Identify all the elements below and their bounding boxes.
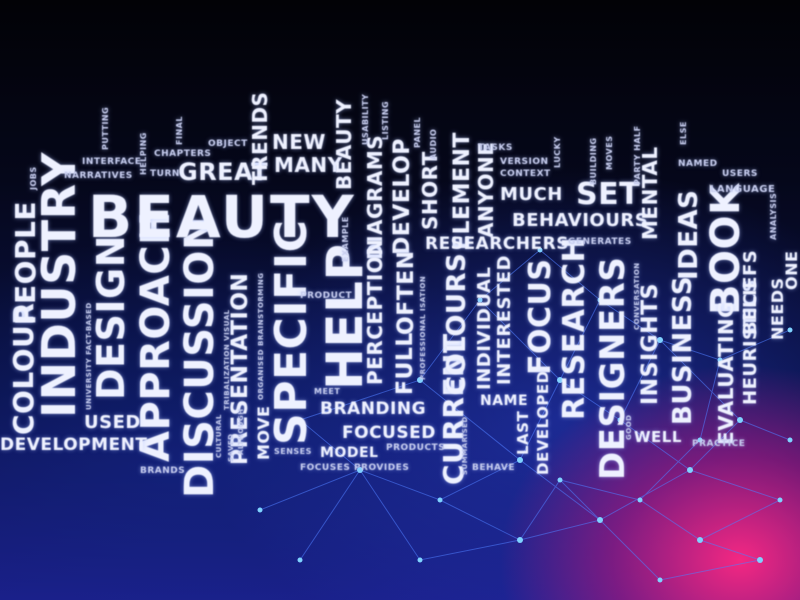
word-saved: SAVED	[227, 433, 235, 463]
word-chapters: CHAPTERS	[154, 149, 212, 159]
word-behaviours: BEHAVIOURS	[512, 210, 649, 231]
word-ideas: IDEAS	[674, 189, 704, 280]
word-putting: PUTTING	[101, 106, 110, 150]
word-usability: USABILITY	[361, 93, 370, 145]
word-brands: BRANDS	[140, 466, 186, 476]
word-designers: DESIGNERS	[593, 256, 633, 480]
word-good: GOOD	[625, 414, 633, 440]
word-much: MUCH	[500, 184, 563, 205]
word-design: DESIGN	[89, 234, 133, 400]
word-conversation: CONVERSATION	[633, 262, 641, 330]
word-focuses-provides: FOCUSES PROVIDES	[300, 463, 410, 473]
word-interested: INTERESTED	[494, 255, 515, 385]
word-organised: ORGANISED BRAINSTORMING	[257, 272, 265, 400]
word-developed: DEVELOPED	[534, 370, 552, 475]
word-jobs: JOBS	[29, 166, 38, 190]
word-specific: SPECIFIC	[266, 219, 317, 445]
word-professional: PROFESSIONAL ISATION	[419, 275, 427, 380]
word-generates: GENERATES	[568, 237, 632, 247]
word-many: MANY	[274, 153, 343, 177]
word-beauty-small: BEAUTY	[332, 98, 356, 190]
word-practice: PRACTICE	[692, 439, 746, 449]
word-develop: DEVELOP	[390, 138, 415, 255]
word-full: FULL	[393, 332, 418, 395]
word-analysis: ANALYSIS	[769, 192, 778, 240]
word-cultural: CULTURAL	[215, 414, 223, 458]
word-behave: BEHAVE	[472, 463, 516, 473]
word-often: OFTEN	[394, 250, 419, 335]
word-element: ELEMENT	[450, 132, 475, 250]
word-well: WELL	[634, 428, 682, 446]
word-new: NEW	[272, 130, 326, 154]
word-development: DEVELOPMENT	[0, 435, 148, 455]
word-great: GREAT	[178, 158, 269, 186]
word-set: SET	[576, 177, 641, 212]
word-short: SHORT	[418, 151, 442, 230]
word-focused: FOCUSED	[342, 423, 436, 443]
word-moves: MOVES	[605, 135, 614, 170]
word-one: ONE	[782, 250, 800, 290]
word-perception: PERCEPTION	[363, 238, 387, 385]
word-listing: LISTING	[381, 100, 390, 140]
word-version: VERSION	[500, 157, 549, 167]
word-party-half: PARTY HALF	[633, 125, 642, 185]
word-research: RESEARCH	[557, 236, 592, 420]
word-evaluating: EVALUATING	[714, 300, 738, 445]
word-colours: COLOURS	[442, 252, 472, 395]
word-focus: FOCUS	[523, 258, 558, 375]
word-beliefs: BELIEFS	[740, 249, 761, 335]
word-example: EXAMPLE	[341, 216, 350, 262]
word-last: LAST	[514, 410, 532, 455]
word-insights: INSIGHTS	[638, 283, 663, 405]
word-narratives: NARRATIVES	[64, 171, 133, 181]
word-meet: MEET	[314, 387, 341, 396]
word-turn: TURN	[150, 169, 180, 179]
word-although: ALTHOUGH	[237, 408, 245, 455]
word-object: OBJECT	[208, 139, 248, 149]
word-else: ELSE	[679, 121, 688, 145]
word-industry: INDUSTRY	[32, 152, 86, 418]
word-audio: AUDIO	[429, 128, 438, 160]
word-interface: INTERFACE	[82, 157, 142, 167]
word-helping: HELPING	[139, 132, 148, 175]
word-final: FINAL	[175, 116, 184, 145]
word-summarised: SUMMARISED	[461, 416, 469, 475]
word-context: CONTEXT	[500, 169, 551, 179]
word-move: MOVE	[254, 405, 273, 460]
word-branding: BRANDING	[320, 399, 427, 419]
word-business: BUSINESS	[668, 275, 698, 425]
word-beauty: BEAUTY	[88, 183, 356, 251]
word-used: USED	[84, 412, 141, 433]
word-panel: PANEL	[413, 116, 422, 148]
word-mental: MENTAL	[638, 146, 662, 240]
word-products: PRODUCTS	[386, 443, 446, 453]
word-tribalization: TRIBALIZATION VISUAL	[223, 309, 231, 410]
word-lucky: LUCKY	[553, 136, 562, 168]
word-product: PRODUCT	[300, 291, 353, 301]
word-tasks: TASKS	[478, 143, 513, 153]
word-building: BUILDING	[589, 137, 598, 185]
word-individual: INDIVIDUAL	[474, 266, 495, 390]
word-users: USERS	[722, 169, 758, 179]
word-discussion: DISCUSSION	[177, 216, 223, 498]
word-language: LANGUAGE	[710, 184, 776, 195]
word-trends: TRENDS	[248, 91, 272, 185]
word-university: UNIVERSITY FACT-BASED	[85, 302, 93, 410]
word-researchers: RESEARCHERS	[425, 234, 569, 254]
word-senses: SENSES	[274, 447, 312, 456]
word-anyone: ANYONE	[474, 141, 498, 238]
word-model: MODEL	[320, 445, 379, 461]
word-named: NAMED	[678, 159, 718, 169]
word-name: NAME	[480, 393, 529, 409]
